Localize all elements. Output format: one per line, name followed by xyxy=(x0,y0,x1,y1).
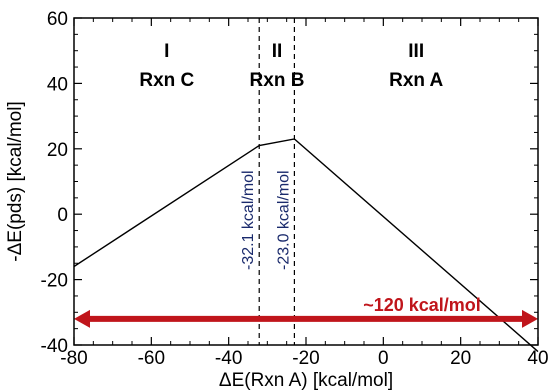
region-roman-label: III xyxy=(408,41,424,62)
y-tick-label: 20 xyxy=(47,140,68,161)
y-tick-label: -20 xyxy=(41,271,68,292)
x-tick-label: 20 xyxy=(450,348,471,369)
arrow-label: ~120 kcal/mol xyxy=(363,295,481,315)
region-name-label: Rxn C xyxy=(139,70,194,91)
arrow-head-right xyxy=(522,309,538,328)
series-line xyxy=(73,138,539,353)
arrow-head-left xyxy=(74,309,90,328)
vline-label: -23.0 kcal/mol xyxy=(275,170,292,270)
plot-frame xyxy=(73,17,539,346)
y-tick-label: 60 xyxy=(47,9,68,30)
region-roman-label: I xyxy=(164,41,169,62)
x-tick-label: -60 xyxy=(138,348,165,369)
region-labels: I Rxn C II Rxn B III Rxn A xyxy=(139,41,443,91)
vline-label: -32.1 kcal/mol xyxy=(240,170,257,270)
tick-labels: -80 -60 -40 -20 0 20 40 -40 -20 0 20 40 60 xyxy=(41,9,549,369)
y-tick-label: 0 xyxy=(57,205,68,226)
x-tick-label: -20 xyxy=(292,348,319,369)
x-axis-label: ΔE(Rxn A) [kcal/mol] xyxy=(219,370,393,390)
y-axis-label: -ΔE(pds) [kcal/mol] xyxy=(5,101,26,262)
y-tick-label: -40 xyxy=(41,336,68,357)
x-tick-label: -40 xyxy=(215,348,242,369)
region-name-label: Rxn A xyxy=(389,70,443,91)
region-roman-label: II xyxy=(272,41,283,62)
region-name-label: Rxn B xyxy=(250,70,305,91)
x-tick-label: 0 xyxy=(378,348,389,369)
x-tick-label: -80 xyxy=(60,348,87,369)
vertical-lines: -32.1 kcal/mol -23.0 kcal/mol xyxy=(240,18,295,345)
x-tick-label: 40 xyxy=(527,348,548,369)
range-arrow: ~120 kcal/mol xyxy=(74,295,538,328)
y-tick-label: 40 xyxy=(47,74,68,95)
